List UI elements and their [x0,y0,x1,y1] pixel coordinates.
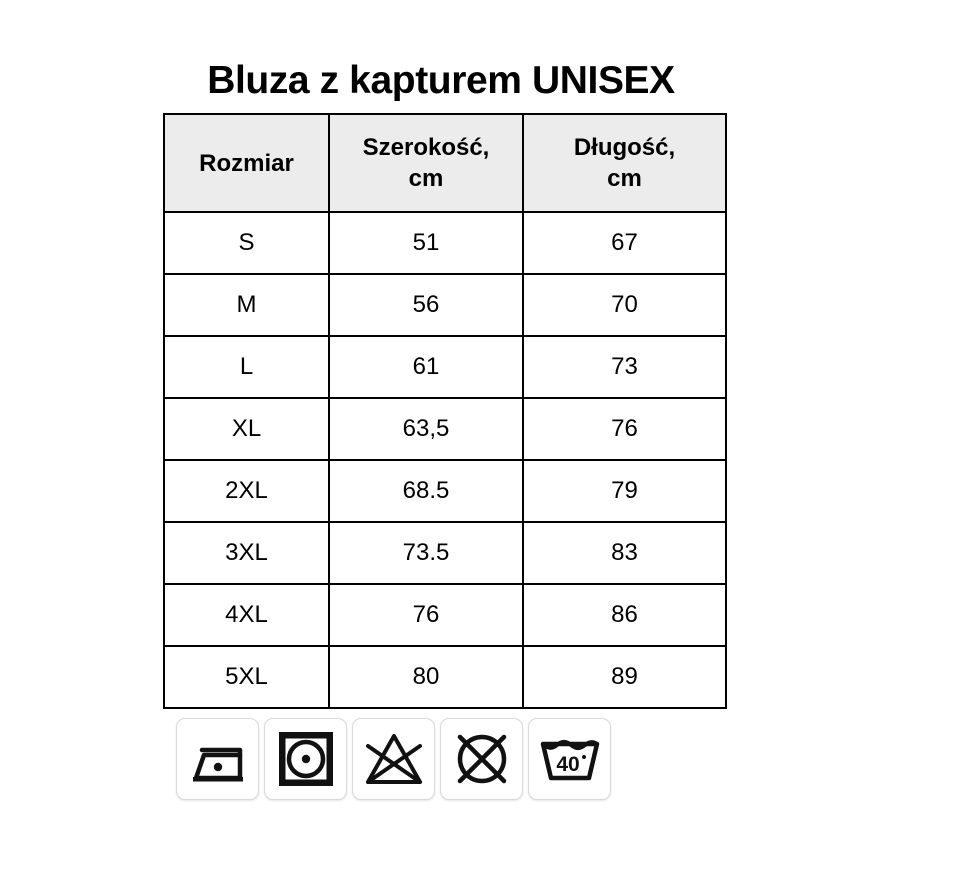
cell-width: 80 [328,645,524,709]
table-row: 3XL 73.5 83 [163,521,727,585]
table-row: 5XL 80 89 [163,645,727,709]
cell-size: 5XL [163,645,330,709]
iron-low-icon [187,733,249,785]
wash-40-icon: 40 [539,734,601,784]
cell-length: 89 [522,645,727,709]
tumble-dry-icon [277,730,335,788]
cell-length: 79 [522,459,727,523]
table-header-row: Rozmiar Szerokość, cm Długość, cm [163,113,727,213]
table-row: 4XL 76 86 [163,583,727,647]
column-header-width-label: Szerokość, [362,134,490,161]
table-row: XL 63,5 76 [163,397,727,461]
column-header-width: Szerokość, cm [328,113,524,213]
table-row: L 61 73 [163,335,727,399]
cell-width: 76 [328,583,524,647]
care-symbols-row: 40 [176,718,611,800]
size-table-container: Rozmiar Szerokość, cm Długość, cm S 51 [163,113,727,709]
care-symbol-wash-40: 40 [528,718,611,800]
cell-width: 68.5 [328,459,524,523]
care-symbol-do-not-bleach [352,718,435,800]
cell-length: 73 [522,335,727,399]
cell-length: 76 [522,397,727,461]
cell-size: M [163,273,330,337]
column-header-size: Rozmiar [163,113,330,213]
column-header-width-unit: cm [408,165,444,192]
cell-length: 83 [522,521,727,585]
cell-length: 86 [522,583,727,647]
table-row: 2XL 68.5 79 [163,459,727,523]
cell-width: 56 [328,273,524,337]
size-table: Rozmiar Szerokość, cm Długość, cm S 51 [163,113,727,709]
table-row: S 51 67 [163,211,727,275]
cell-width: 61 [328,335,524,399]
cell-width: 63,5 [328,397,524,461]
care-symbol-do-not-dry-clean [440,718,523,800]
do-not-bleach-icon [363,731,425,787]
size-table-head: Rozmiar Szerokość, cm Długość, cm [163,113,727,213]
cell-size: S [163,211,330,275]
cell-size: 4XL [163,583,330,647]
do-not-dry-clean-icon [453,730,511,788]
column-header-length-unit: cm [607,165,642,192]
cell-size: 2XL [163,459,330,523]
cell-width: 51 [328,211,524,275]
cell-size: XL [163,397,330,461]
column-header-size-label: Rozmiar [199,149,294,177]
page-title: Bluza z kapturem UNISEX [207,59,675,102]
cell-width: 73.5 [328,521,524,585]
care-symbol-tumble-dry [264,718,347,800]
column-header-length-label: Długość, [573,134,676,161]
cell-length: 70 [522,273,727,337]
cell-size: 3XL [163,521,330,585]
wash-temperature-label: 40 [556,753,579,776]
cell-size: L [163,335,330,399]
table-row: M 56 70 [163,273,727,337]
column-header-length: Długość, cm [522,113,727,213]
size-table-body: S 51 67 M 56 70 L 61 73 XL 63,5 76 [163,211,727,709]
care-symbol-iron-low [176,718,259,800]
cell-length: 67 [522,211,727,275]
